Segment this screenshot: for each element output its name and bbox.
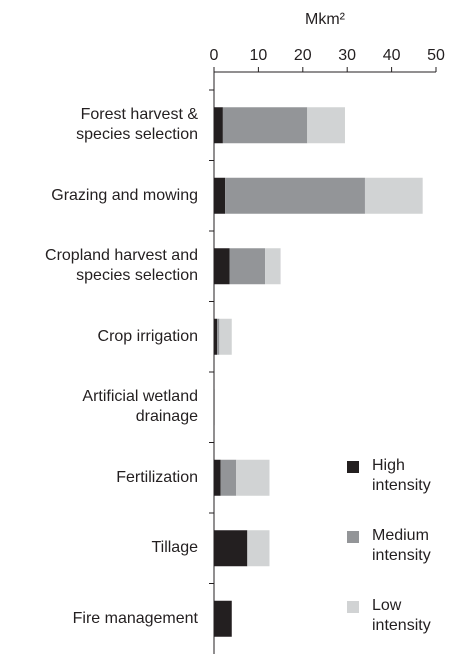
x-axis-title: Mkm² — [305, 11, 345, 28]
bar-segment — [214, 107, 223, 144]
legend-swatch — [347, 461, 359, 473]
bar-segment — [214, 318, 218, 355]
y-tick-label: Tillage — [151, 539, 198, 557]
bar-segment — [247, 530, 270, 567]
bar-segment — [222, 107, 308, 144]
x-tick-label: 40 — [382, 47, 401, 64]
bar-segment — [364, 177, 423, 214]
x-tick-label: 50 — [427, 47, 445, 64]
legend-label: Medium intensity — [372, 527, 431, 564]
bar-segment — [219, 318, 232, 355]
bar-segment — [217, 318, 220, 355]
y-tick-label: Crop irrigation — [97, 327, 198, 345]
bar-segment — [214, 459, 221, 496]
bar-segment — [236, 459, 270, 496]
bar-segment — [265, 248, 281, 285]
y-tick-label: Grazing and mowing — [51, 186, 198, 204]
x-tick-label: 20 — [293, 47, 312, 64]
x-tick-label: 10 — [249, 47, 268, 64]
y-tick-label: Fertilization — [116, 468, 198, 486]
x-tick-label: 30 — [338, 47, 357, 64]
x-tick-label: 0 — [209, 47, 219, 64]
bar-segment — [220, 459, 237, 496]
bar-segment — [214, 600, 232, 637]
y-tick-label: Cropland harvest and species selection — [45, 247, 198, 285]
y-tick-label: Fire management — [72, 609, 198, 627]
bar-segment — [214, 248, 230, 285]
legend-swatch — [347, 601, 359, 613]
legend-label: Low intensity — [372, 597, 431, 634]
bar-segment — [214, 530, 248, 567]
y-tick-label: Forest harvest & species selection — [76, 106, 198, 144]
bar-segment — [307, 107, 345, 144]
y-tick-label: Artificial wetland drainage — [82, 388, 198, 426]
bar-segment — [225, 177, 365, 214]
bar-segment — [214, 177, 226, 214]
legend-label: High intensity — [372, 457, 431, 494]
legend-swatch — [347, 531, 359, 543]
bar-segment — [229, 248, 266, 285]
